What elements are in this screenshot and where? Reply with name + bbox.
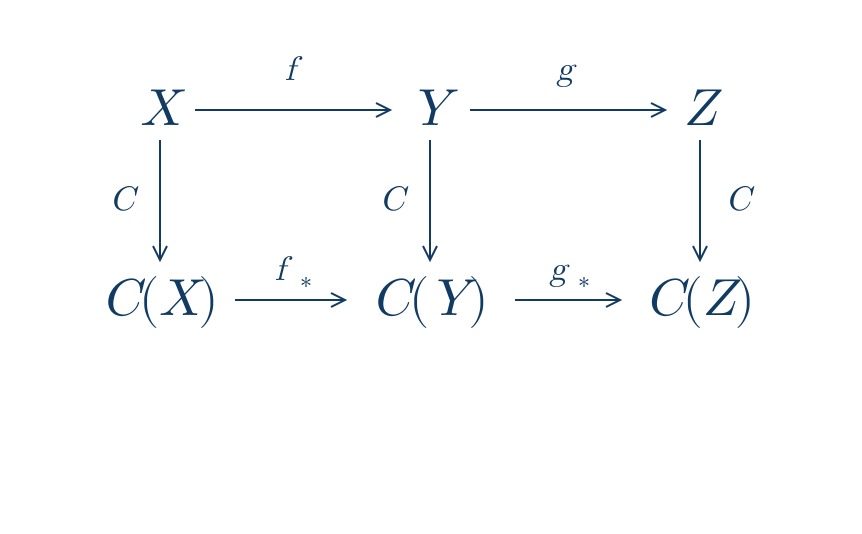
node-X: X (140, 84, 185, 136)
node-CX-close: ) (198, 274, 218, 328)
node-CY: C(Y) (371, 274, 488, 328)
arrow-C-mid: C (380, 140, 437, 260)
arrow-C-mid-label: C (380, 183, 409, 217)
node-CZ-close: ) (735, 274, 755, 328)
node-CY-open: ( (409, 274, 429, 328)
arrow-gstar: g ∗ (515, 253, 620, 307)
arrow-C-left: C (110, 140, 167, 260)
commutative-diagram: X Y Z C(X) C(Y) C(Z) f g f ∗ g ∗ C (0, 0, 862, 534)
arrow-C-left-label: C (110, 183, 139, 217)
node-CZ-open: ( (683, 274, 703, 328)
arrow-fstar-sub: ∗ (300, 269, 312, 293)
arrow-f-label: f (285, 53, 303, 87)
arrow-fstar: f ∗ (235, 253, 345, 307)
node-CZ: C(Z) (645, 274, 755, 328)
node-CX: C(X) (101, 274, 218, 328)
node-CX-open: ( (139, 274, 159, 328)
node-Z: Z (684, 84, 722, 136)
node-CY-close: ) (468, 274, 488, 328)
arrow-C-right-label: C (726, 183, 755, 217)
arrow-f: f (195, 53, 390, 117)
node-Y: Y (410, 84, 458, 136)
arrow-g-label: g (556, 53, 578, 87)
arrow-fstar-label: f (275, 253, 293, 287)
arrow-g: g (470, 53, 665, 117)
arrow-gstar-sub: ∗ (578, 269, 590, 293)
arrow-gstar-label: g (549, 253, 571, 287)
arrow-C-right: C (693, 140, 755, 260)
